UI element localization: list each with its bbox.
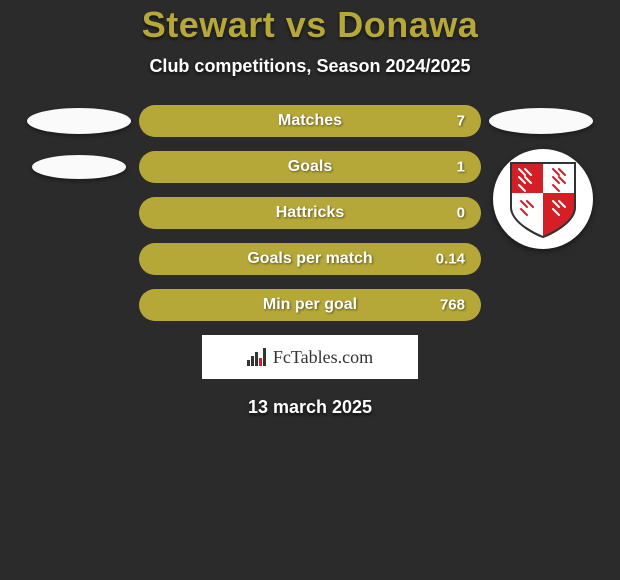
stat-bar: Min per goal 768 [139,289,481,321]
player-placeholder-left [27,108,131,134]
player-placeholder-left [32,155,126,179]
stat-label: Hattricks [276,204,344,222]
page-title: Stewart vs Donawa [0,4,620,46]
stat-label: Matches [278,112,342,130]
stat-value: 0.14 [436,251,465,268]
comparison-card: Stewart vs Donawa Club competitions, Sea… [0,0,620,418]
stat-row-hattricks: Hattricks 0 [0,197,620,229]
right-slot [481,108,601,134]
stat-bar: Goals 1 [139,151,481,183]
stat-value: 768 [440,297,465,314]
date-label: 13 march 2025 [0,397,620,418]
stat-value: 1 [457,159,465,176]
stat-bar: Hattricks 0 [139,197,481,229]
stat-bar: Goals per match 0.14 [139,243,481,275]
stat-label: Goals per match [247,250,372,268]
stat-label: Goals [288,158,332,176]
left-slot [19,108,139,134]
player-placeholder-right [489,108,593,134]
stat-row-matches: Matches 7 [0,105,620,137]
footer-logo-area: FcTables.com [0,335,620,379]
footer-brand-text: FcTables.com [273,347,373,368]
subtitle: Club competitions, Season 2024/2025 [0,56,620,77]
stat-value: 7 [457,113,465,130]
fctables-link[interactable]: FcTables.com [202,335,418,379]
stat-label: Min per goal [263,296,357,314]
stat-bar: Matches 7 [139,105,481,137]
stat-value: 0 [457,205,465,222]
left-slot [19,155,139,179]
bar-chart-icon [247,348,267,366]
stat-row-gpm: Goals per match 0.14 [0,243,620,275]
stat-row-mpg: Min per goal 768 [0,289,620,321]
stat-row-goals: Goals 1 [0,151,620,183]
